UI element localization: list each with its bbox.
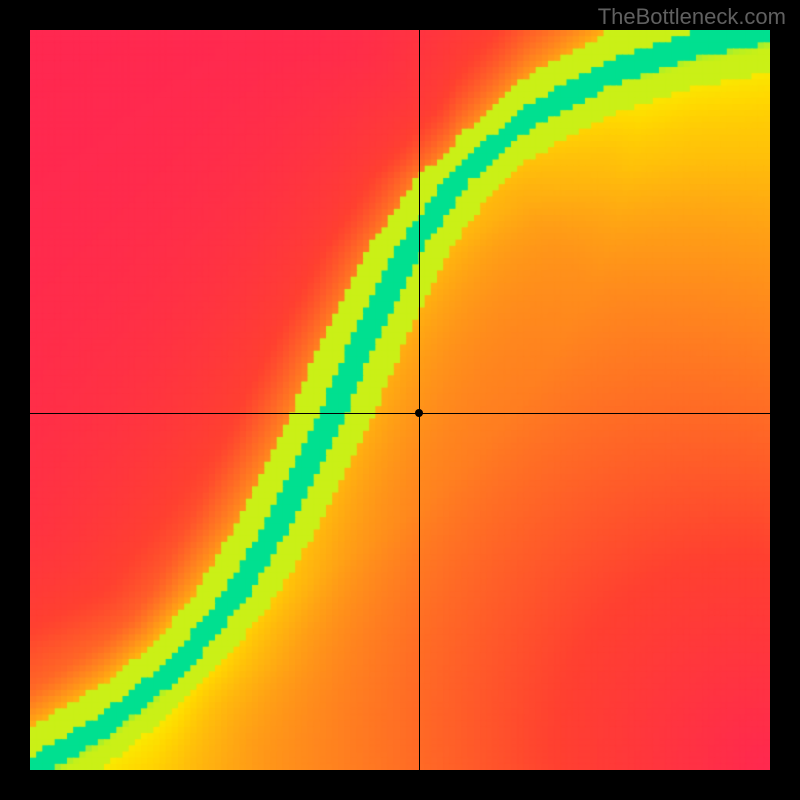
crosshair-vertical	[419, 30, 420, 770]
chart-container: TheBottleneck.com	[0, 0, 800, 800]
marker-dot	[415, 409, 423, 417]
watermark-text: TheBottleneck.com	[598, 4, 786, 30]
heatmap-canvas	[30, 30, 770, 770]
crosshair-horizontal	[30, 413, 770, 414]
plot-area	[30, 30, 770, 770]
